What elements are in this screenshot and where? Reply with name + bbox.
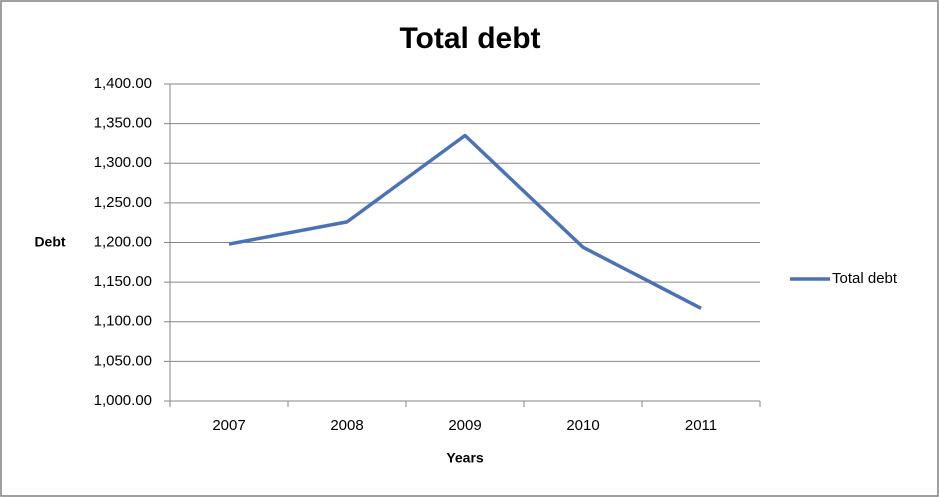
legend-label: Total debt [832,270,898,287]
chart-title: Total debt [399,22,540,55]
x-tick-label: 2009 [448,417,481,434]
x-axis-label: Years [446,450,484,466]
x-tick-label: 2007 [212,417,245,434]
y-tick-label: 1,350.00 [94,115,152,132]
y-tick-label: 1,000.00 [94,392,152,409]
x-tick-label: 2008 [330,417,363,434]
y-axis-label: Debt [34,234,65,250]
data-line [228,133,702,310]
x-tick-label: 2011 [685,417,717,434]
y-tick-label: 1,250.00 [94,194,152,211]
x-tick-label: 2010 [566,417,599,434]
y-tick-label: 1,400.00 [94,75,152,92]
y-tick-label: 1,200.00 [94,233,152,250]
y-tick-label: 1,100.00 [94,313,152,330]
y-tick-label: 1,150.00 [94,273,152,290]
y-tick-label: 1,300.00 [94,154,152,171]
y-tick-label: 1,050.00 [94,352,152,369]
